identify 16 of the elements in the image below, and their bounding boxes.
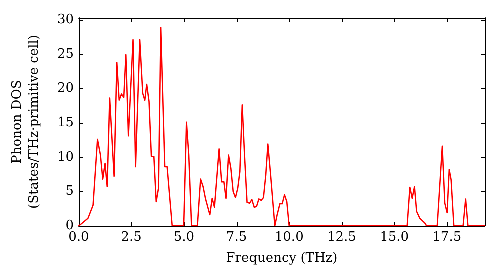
x-tick-label: 12.5 <box>327 230 356 245</box>
x-tick-label: 15.0 <box>380 230 410 245</box>
y-axis-title: Phonon DOS (States/THz·primitive cell) <box>10 34 42 210</box>
x-tick-label: 10.0 <box>274 230 304 245</box>
x-tick-label: 2.5 <box>121 230 142 245</box>
y-tick-label: 5 <box>66 184 74 200</box>
x-tick-label: 7.5 <box>226 230 248 245</box>
x-tick-label: 5.0 <box>174 230 195 245</box>
x-tick-label: 17.5 <box>432 230 462 245</box>
y-tick-label: 25 <box>57 46 74 62</box>
y-tick-label: 20 <box>57 81 74 96</box>
y-tick-label: 15 <box>57 116 74 131</box>
y-tick-label: 10 <box>57 150 74 165</box>
x-tick-label: 0.0 <box>68 230 90 245</box>
y-tick-label: 30 <box>57 12 74 28</box>
x-axis-title: Frequency (THz) <box>226 251 338 266</box>
